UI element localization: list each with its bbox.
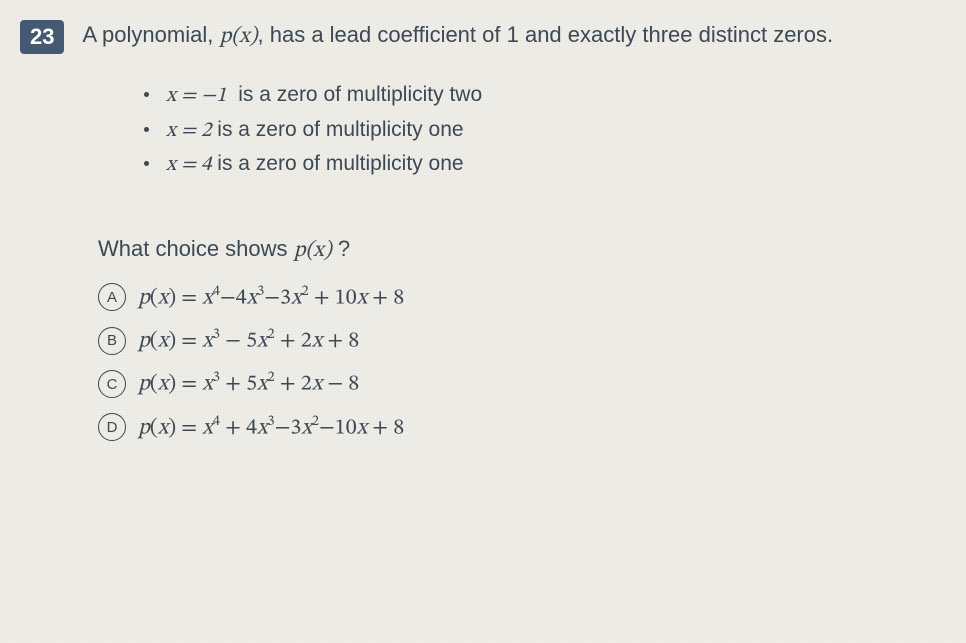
choice-expression: p(x) = x3 + 5x2 + 2x − 8 — [138, 369, 359, 398]
question-header: 23 A polynomial, p(x), has a lead coeffi… — [20, 20, 926, 54]
choice-d[interactable]: D p(x) = x4 + 4x3−3x2−10x + 8 — [98, 413, 926, 442]
bullet-tail: is a zero of multiplicity one — [211, 152, 463, 175]
choice-list: A p(x) = x4−4x3−3x2 + 10x + 8 B p(x) = x… — [98, 283, 926, 442]
bullet-equation: x = 4 — [166, 154, 211, 175]
stem-func: p(x) — [219, 26, 257, 48]
bullet-item: x = 2 is a zero of multiplicity one — [140, 113, 926, 148]
bullet-item: x = −1 is a zero of multiplicity two — [140, 78, 926, 113]
stem-prefix: A polynomial, — [82, 22, 219, 47]
question-stem: A polynomial, p(x), has a lead coefficie… — [82, 20, 926, 53]
bullet-tail: is a zero of multiplicity two — [227, 83, 483, 106]
zero-bullet-list: x = −1 is a zero of multiplicity two x =… — [140, 78, 926, 182]
choice-label: C — [98, 370, 126, 398]
choice-label: A — [98, 283, 126, 311]
prompt-suffix: ? — [332, 236, 350, 261]
choice-a[interactable]: A p(x) = x4−4x3−3x2 + 10x + 8 — [98, 283, 926, 312]
choice-c[interactable]: C p(x) = x3 + 5x2 + 2x − 8 — [98, 369, 926, 398]
prompt-func: p(x) — [294, 240, 332, 262]
question-page: 23 A polynomial, p(x), has a lead coeffi… — [0, 0, 966, 476]
choice-b[interactable]: B p(x) = x3 − 5x2 + 2x + 8 — [98, 326, 926, 355]
choice-expression: p(x) = x4 + 4x3−3x2−10x + 8 — [138, 413, 404, 442]
bullet-equation: x = −1 — [166, 85, 227, 106]
question-prompt: What choice shows p(x) ? — [98, 236, 926, 265]
choice-expression: p(x) = x3 − 5x2 + 2x + 8 — [138, 326, 359, 355]
prompt-prefix: What choice shows — [98, 236, 294, 261]
stem-suffix: , has a lead coefficient of 1 and exactl… — [258, 22, 834, 47]
choice-label: B — [98, 327, 126, 355]
bullet-item: x = 4 is a zero of multiplicity one — [140, 147, 926, 182]
choice-label: D — [98, 413, 126, 441]
bullet-equation: x = 2 — [166, 120, 211, 141]
question-number-badge: 23 — [20, 20, 64, 54]
bullet-tail: is a zero of multiplicity one — [211, 118, 463, 141]
choice-expression: p(x) = x4−4x3−3x2 + 10x + 8 — [138, 283, 404, 312]
